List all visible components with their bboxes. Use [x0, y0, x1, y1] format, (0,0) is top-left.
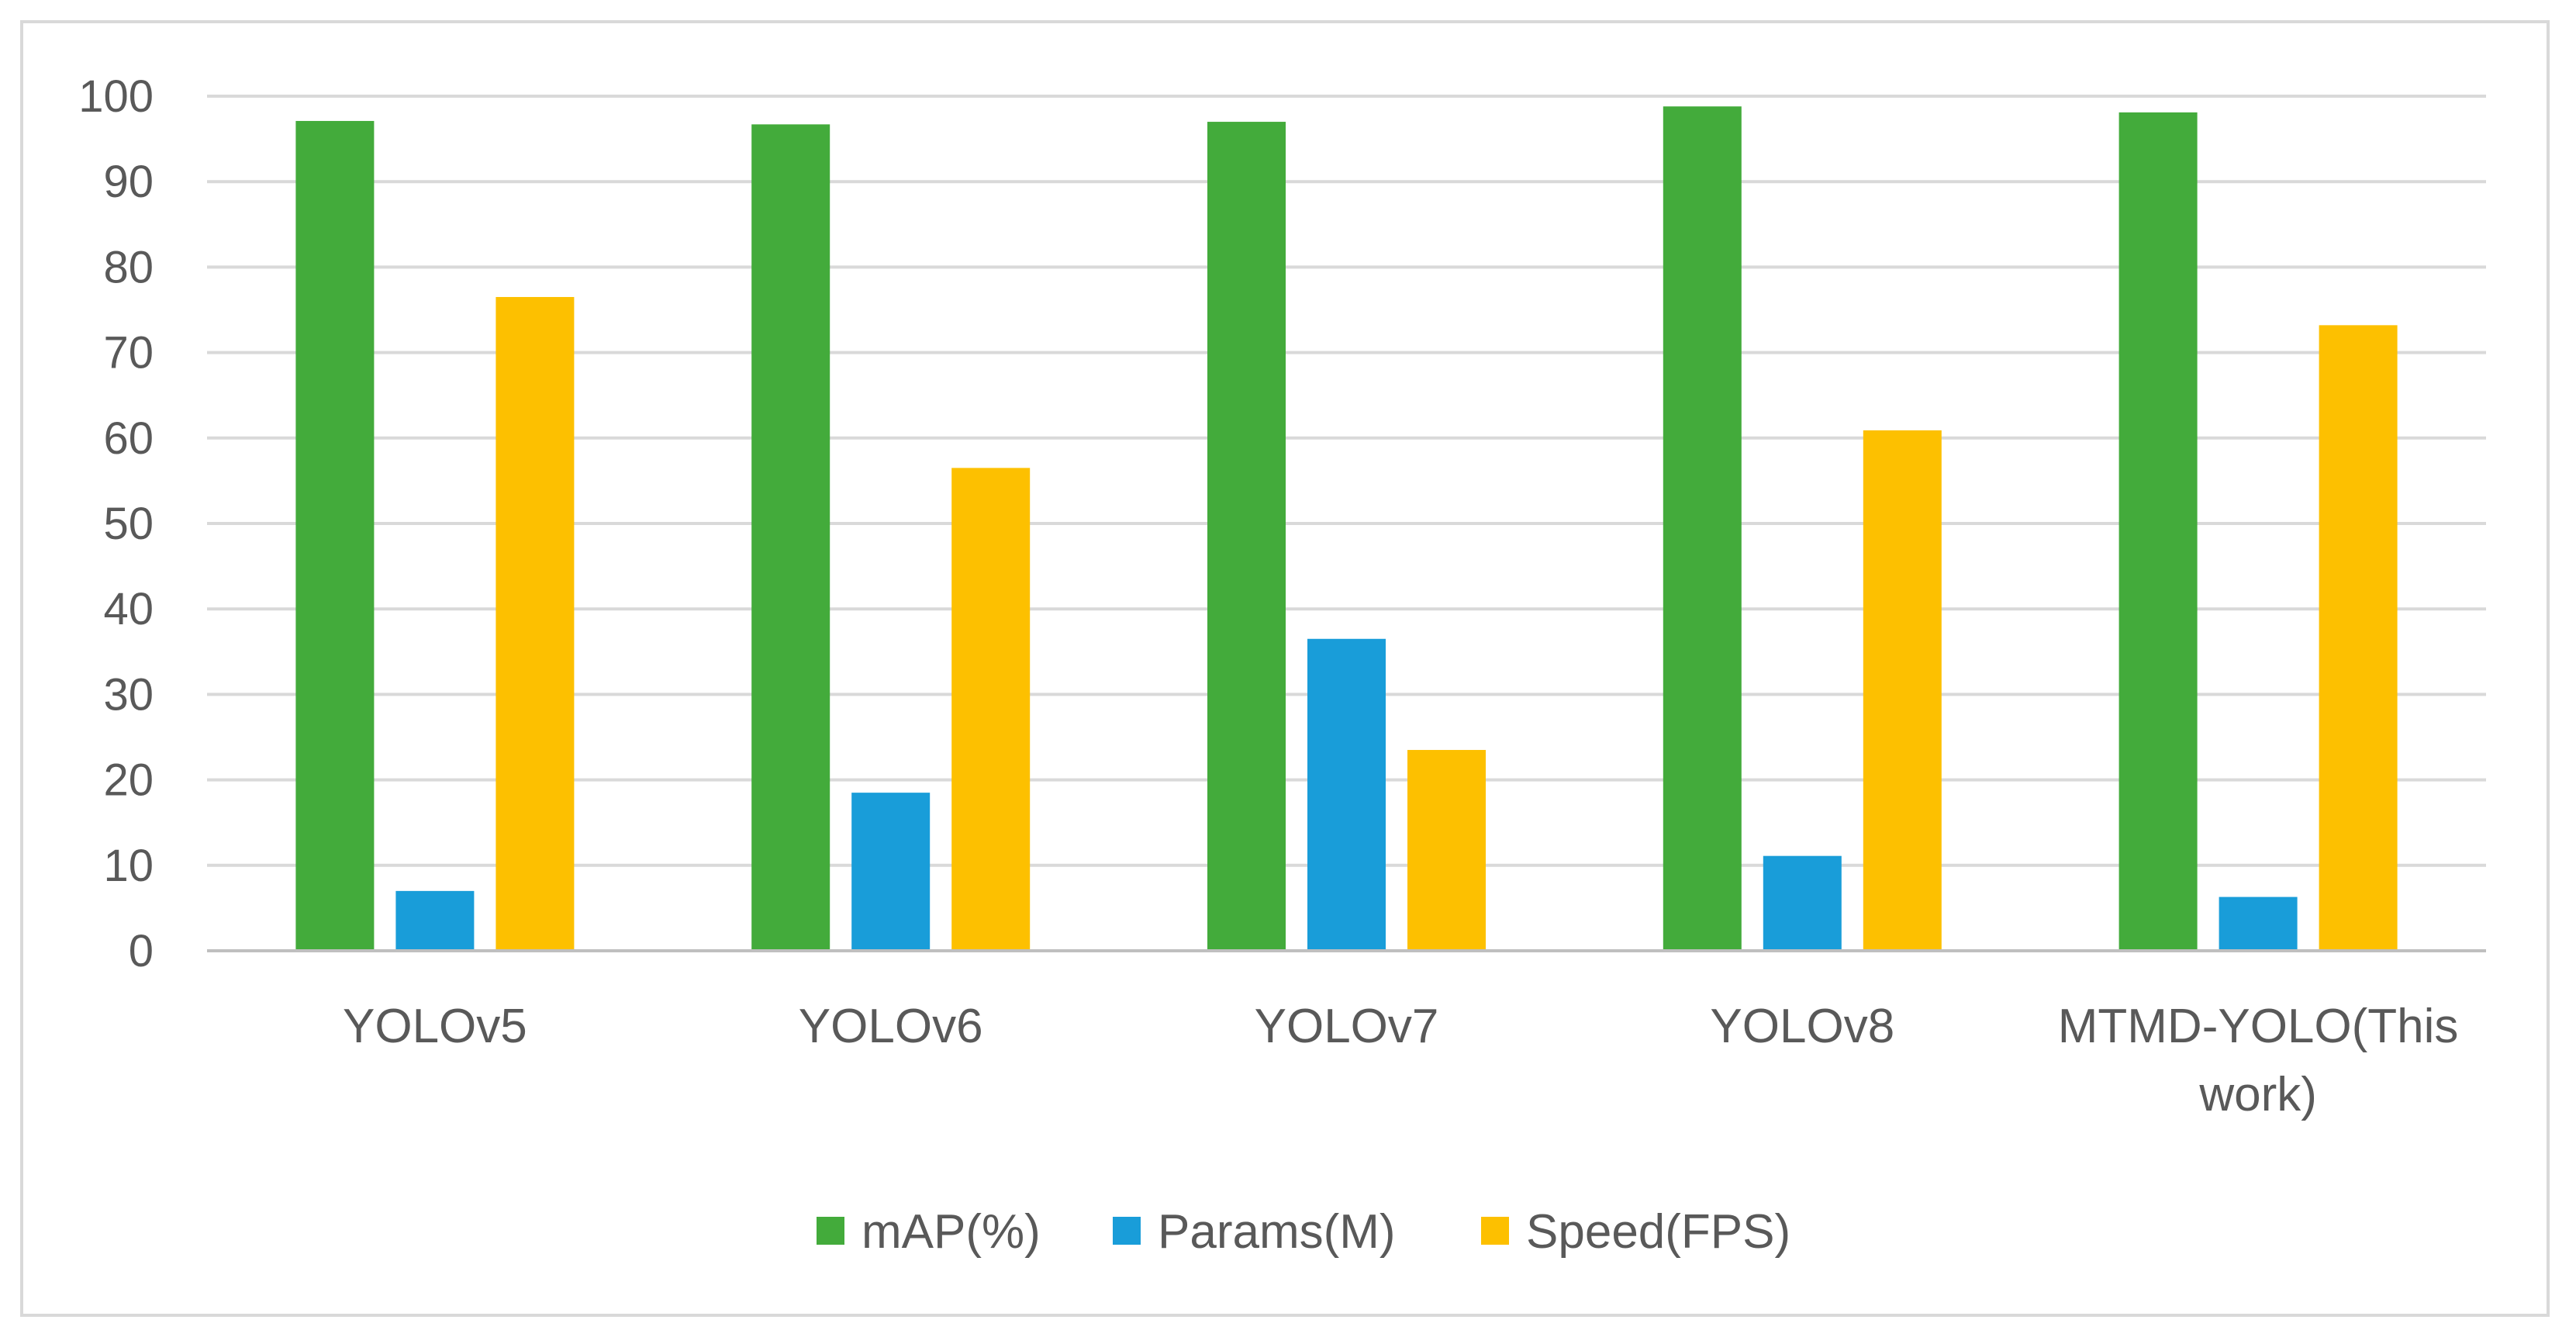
legend-item-speed-fps: Speed(FPS) [1481, 1205, 1790, 1259]
bar-mtmd-yolo-this-work-params-m [2219, 897, 2298, 951]
bar-yolov6-speed-fps [951, 468, 1031, 951]
bar-yolov7-map [1207, 122, 1286, 951]
bar-yolov8-params-m [1763, 855, 1842, 951]
y-tick-label-40: 40 [103, 584, 154, 634]
y-tick-label-60: 60 [103, 413, 154, 464]
category-labels: YOLOv5 YOLOv6 YOLOv7 YOLOv8 MTMD-YOLO(This wo… [343, 1000, 2458, 1121]
legend-item-params-m: Params(M) [1113, 1205, 1396, 1259]
y-tick-label-90: 90 [103, 157, 154, 207]
x-category-label-mtmd-yolo-this-work: MTMD-YOLO(This work) [2058, 1000, 2459, 1121]
bar-yolov8-map [1663, 106, 1742, 951]
bar-yolov5-params-m [395, 890, 475, 951]
y-tick-label-100: 100 [78, 71, 154, 122]
x-category-label-yolov7: YOLOv7 [1255, 1000, 1439, 1053]
y-tick-label-80: 80 [103, 242, 154, 292]
y-tick-label-0: 0 [129, 926, 154, 976]
x-category-label-yolov8: YOLOv8 [1710, 1000, 1894, 1053]
legend-swatch-map [817, 1217, 844, 1245]
bar-yolov8-speed-fps [1863, 430, 1942, 951]
legend-label-speed-fps: Speed(FPS) [1526, 1205, 1790, 1259]
legend-swatch-speed-fps [1481, 1217, 1509, 1245]
x-category-label-yolov6: YOLOv6 [799, 1000, 983, 1053]
legend-swatch-params-m [1113, 1217, 1141, 1245]
y-tick-label-30: 30 [103, 669, 154, 720]
y-tick-label-10: 10 [103, 841, 154, 891]
bar-yolov7-params-m [1307, 638, 1386, 951]
gridlines [207, 95, 2486, 867]
chart-frame: 0 10 20 30 40 50 60 70 80 90 100 YOLOv5 YOLOv6 YOLOv… [20, 20, 2550, 1317]
x-category-label-yolov5: YOLOv5 [343, 1000, 527, 1053]
legend: mAP(%) Params(M) Speed(FPS) [817, 1205, 1790, 1259]
y-tick-label-20: 20 [103, 755, 154, 806]
bars [295, 106, 2398, 952]
y-axis-ticks: 0 10 20 30 40 50 60 70 80 90 100 [78, 71, 154, 976]
legend-label-map: mAP(%) [862, 1205, 1041, 1259]
bar-yolov6-params-m [851, 793, 931, 951]
y-tick-label-50: 50 [103, 499, 154, 549]
bar-yolov6-map [751, 124, 830, 952]
bar-mtmd-yolo-this-work-map [2118, 112, 2198, 952]
bar-yolov5-speed-fps [496, 296, 575, 952]
bar-yolov7-speed-fps [1407, 750, 1486, 951]
bar-yolov5-map [295, 120, 375, 951]
bar-mtmd-yolo-this-work-speed-fps [2319, 325, 2398, 951]
legend-label-params-m: Params(M) [1158, 1205, 1396, 1259]
legend-item-map: mAP(%) [817, 1205, 1041, 1259]
y-tick-label-70: 70 [103, 328, 154, 378]
